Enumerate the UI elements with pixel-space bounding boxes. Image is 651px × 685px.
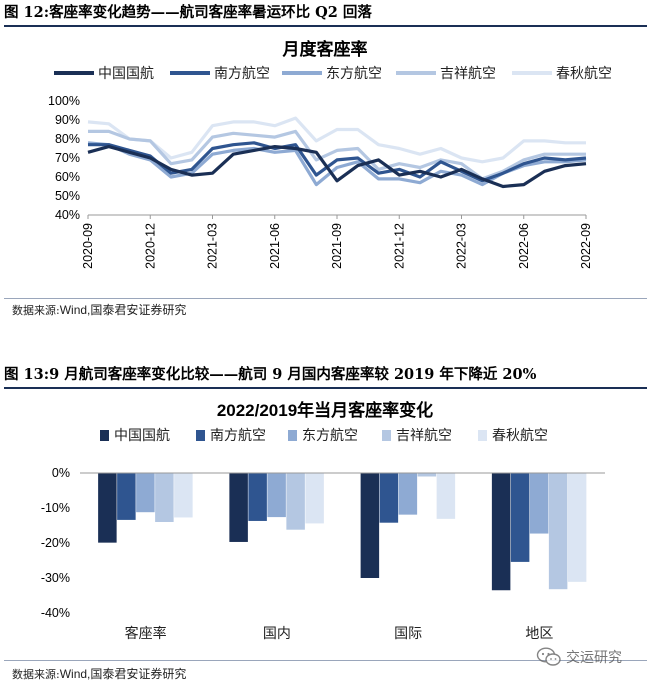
y-tick-label: 0% [52, 466, 70, 480]
series-line-1 [88, 141, 587, 183]
legend-label: 春秋航空 [492, 427, 548, 443]
x-tick-label: 国际 [394, 625, 422, 641]
legend-label: 中国国航 [98, 65, 154, 81]
source-label: 数据来源: [12, 668, 60, 681]
y-tick-label: 90% [55, 113, 80, 127]
figure12-caption: 图 12:客座率变化趋势——航司客座率暑运环比 Q2 回落 [4, 4, 372, 21]
series-line-3 [88, 129, 586, 181]
x-tick-label: 2020-12 [143, 223, 157, 269]
bar [117, 473, 136, 520]
x-tick-label: 2022-06 [517, 223, 531, 269]
bar [510, 473, 530, 562]
bar [136, 473, 155, 513]
x-tick-label: 地区 [525, 625, 553, 641]
bar [155, 473, 174, 522]
legend-label: 东方航空 [302, 427, 358, 443]
source-value: Wind,国泰君安证券研究 [59, 667, 187, 681]
legend-label: 南方航空 [210, 427, 266, 443]
bar [436, 473, 456, 519]
watermark: 交运研究 [536, 646, 622, 668]
x-tick-label: 2021-12 [392, 223, 406, 269]
source-label: 数据来源: [12, 304, 60, 317]
figure13-source: 数据来源:Wind,国泰君安证券研究 [12, 667, 186, 682]
bar [360, 473, 380, 578]
x-tick-label: 2021-06 [268, 223, 282, 269]
bar [305, 473, 324, 524]
x-tick-label: 2021-03 [206, 223, 220, 269]
bar [379, 473, 399, 523]
y-tick-label: -20% [41, 536, 70, 550]
bar [529, 473, 549, 534]
chart-title: 2022/2019年当月客座率变化 [217, 400, 433, 420]
legend-label: 春秋航空 [556, 65, 612, 81]
series-line-0 [87, 144, 587, 189]
legend-swatch [100, 430, 109, 441]
legend-swatch [382, 430, 391, 441]
x-tick-label: 2020-09 [81, 223, 95, 269]
legend-label: 中国国航 [114, 427, 170, 443]
figure12-top-rule [4, 25, 647, 27]
legend-label: 吉祥航空 [440, 65, 496, 81]
bar [398, 473, 418, 515]
bar [417, 473, 437, 477]
x-tick-label: 2022-09 [579, 223, 593, 269]
figure13-bottom-rule [4, 660, 647, 661]
legend-label: 吉祥航空 [396, 427, 452, 443]
y-tick-label: 60% [55, 170, 80, 184]
bar [248, 473, 267, 521]
y-tick-label: -40% [41, 606, 70, 620]
bar [286, 473, 305, 530]
y-tick-label: 40% [55, 208, 80, 222]
legend-swatch [196, 430, 205, 441]
y-tick-label: 100% [48, 94, 80, 108]
watermark-text: 交运研究 [566, 650, 622, 666]
y-tick-label: 50% [55, 189, 80, 203]
bar [267, 473, 286, 518]
bar [174, 473, 193, 518]
series-line-4 [87, 116, 586, 164]
legend-label: 南方航空 [214, 65, 270, 81]
y-tick-label: -10% [41, 501, 70, 515]
x-tick-label: 客座率 [125, 625, 167, 641]
legend-swatch [288, 430, 297, 441]
figure12-bottom-rule [4, 298, 647, 299]
bar [548, 473, 568, 590]
figure12-source: 数据来源:Wind,国泰君安证券研究 [12, 303, 186, 318]
bar [98, 473, 117, 543]
x-tick-label: 2021-09 [330, 223, 344, 269]
figure13-top-rule [4, 387, 647, 389]
figure13-caption: 图 13:9 月航司客座率变化比较——航司 9 月国内客座率较 2019 年下降… [4, 366, 537, 383]
legend-label: 东方航空 [326, 65, 382, 81]
chart-title: 月度客座率 [282, 39, 368, 59]
wechat-icon [536, 647, 562, 667]
y-tick-label: 70% [55, 151, 80, 165]
source-value: Wind,国泰君安证券研究 [59, 303, 187, 317]
bar [491, 473, 511, 591]
bar [229, 473, 248, 542]
y-tick-label: -30% [41, 571, 70, 585]
x-tick-label: 2022-03 [455, 223, 469, 269]
bar [567, 473, 587, 582]
y-tick-label: 80% [55, 132, 80, 146]
legend-swatch [478, 430, 487, 441]
x-tick-label: 国内 [263, 625, 291, 641]
